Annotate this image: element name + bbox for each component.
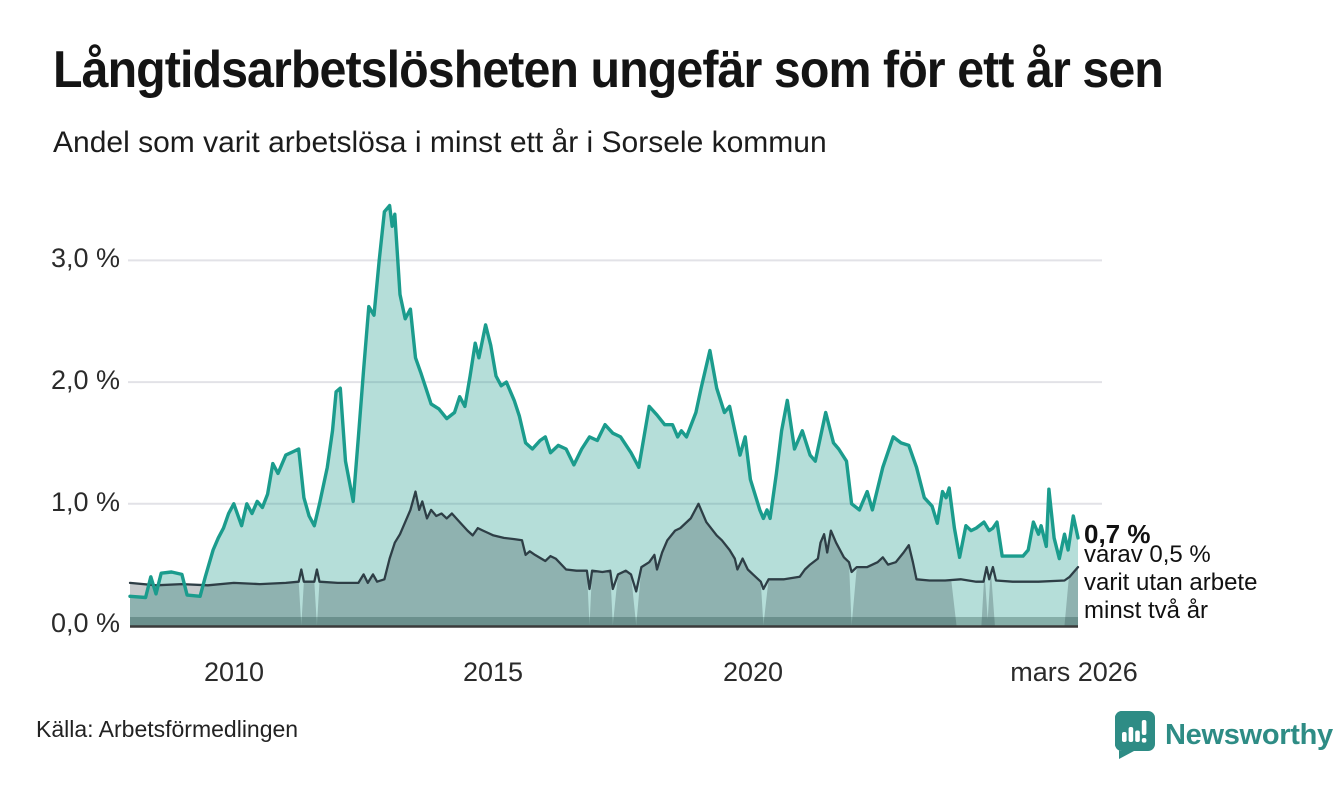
andel-minst-tva-ar-line xyxy=(128,490,1080,593)
page-title: Långtidsarbetslösheten ungefär som för e… xyxy=(53,41,1164,99)
y-tick-label-1: 1,0 % xyxy=(50,487,120,517)
source-credit: Källa: Arbetsförmedlingen xyxy=(36,716,299,742)
newsworthy-logo-text: Newsworthy xyxy=(1165,718,1333,751)
y-tick-label-2: 2,0 % xyxy=(50,365,120,395)
latest-value-label: 0,7 % xyxy=(1084,519,1151,549)
newsworthy-logo-icon xyxy=(1115,711,1155,759)
andel-minst-tva-ar-fill-area xyxy=(130,491,1078,626)
y-tick-label-0: 0,0 % xyxy=(50,608,120,638)
annotation-line-3: minst två år xyxy=(1084,597,1209,624)
page-subtitle: Andel som varit arbetslösa i minst ett å… xyxy=(53,126,827,159)
x-tick-label-2010: 2010 xyxy=(203,657,265,687)
y-tick-label-3: 3,0 % xyxy=(50,243,120,273)
andel-arbetslosa-minst-ett-ar-area xyxy=(130,205,1078,626)
x-tick-label-2015: 2015 xyxy=(462,657,524,687)
x-tick-label-2020: 2020 xyxy=(722,657,784,687)
x-tick-label-mars-2026: mars 2026 xyxy=(1010,657,1138,687)
base-strip-area xyxy=(130,617,1078,626)
latest-value-annotation: varav 0,5 % varit utan arbete minst två … xyxy=(1084,541,1257,625)
newsworthy-logo: Newsworthy xyxy=(1112,710,1333,760)
annotation-line-1: varav 0,5 % xyxy=(1084,541,1211,568)
andel-minst-ett-ar-line xyxy=(128,203,1080,600)
annotation-line-2: varit utan arbete xyxy=(1084,569,1258,596)
